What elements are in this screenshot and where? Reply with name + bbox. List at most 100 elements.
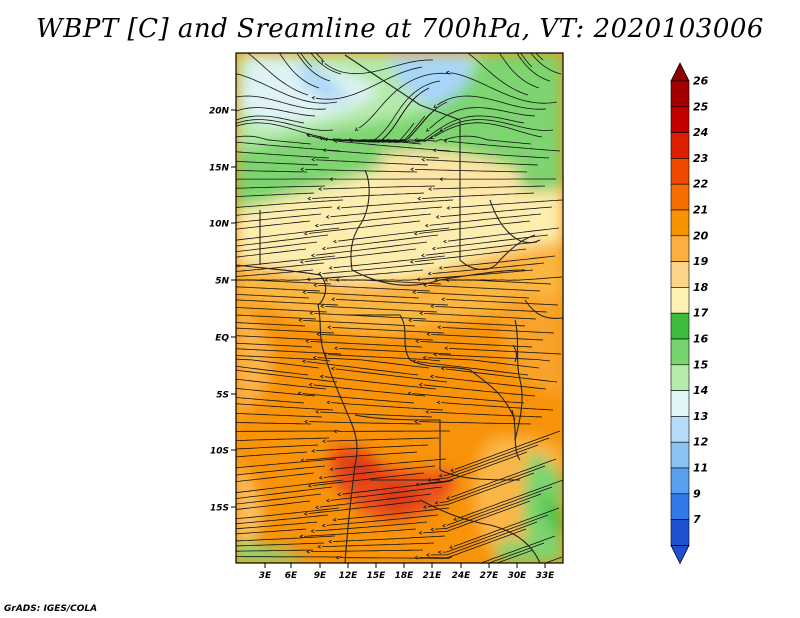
- streamline: [323, 465, 436, 478]
- streamline-arrow: [211, 136, 214, 139]
- streamline-arrow: [249, 9, 252, 12]
- streamline-arrow: [425, 553, 430, 557]
- streamline: [327, 150, 440, 159]
- streamline-arrow: [441, 523, 446, 528]
- streamline: [236, 472, 315, 483]
- streamline: [337, 227, 450, 242]
- streamline: [448, 141, 561, 152]
- streamline-arrow: [433, 352, 438, 357]
- streamline-arrow: [437, 325, 441, 330]
- streamline: [236, 160, 319, 166]
- streamline-arrow: [438, 266, 443, 270]
- streamline: [236, 528, 307, 535]
- streamline: [429, 107, 536, 129]
- streamline-arrow: [434, 500, 439, 505]
- streamline: [451, 199, 563, 209]
- colorbar-cell: [670, 80, 690, 108]
- streamline-arrow: [307, 196, 312, 201]
- streamline: [450, 458, 557, 498]
- streamline-arrow: [447, 10, 450, 13]
- streamline-arrow: [224, 240, 227, 243]
- streamline-arrow: [314, 505, 319, 510]
- streamline-arrow: [219, 16, 222, 19]
- streamline-arrow: [190, 535, 193, 538]
- streamline: [324, 376, 437, 390]
- streamline: [304, 528, 417, 537]
- streamline: [430, 521, 538, 556]
- streamline: [236, 170, 308, 173]
- streamline: [236, 115, 305, 124]
- streamline-arrow: [213, 149, 216, 152]
- streamline: [434, 122, 543, 138]
- colorbar-cell: [670, 364, 690, 391]
- streamline-arrow: [333, 139, 338, 144]
- colorbar-label: 23: [693, 152, 709, 165]
- streamline-arrow: [195, 232, 198, 235]
- streamline-arrow: [428, 187, 432, 191]
- streamline-arrow: [427, 271, 432, 276]
- streamline: [332, 327, 445, 334]
- streamline: [313, 384, 426, 397]
- streamline: [430, 411, 543, 418]
- colorbar-label: 24: [693, 126, 708, 139]
- colorbar-label: 14: [693, 384, 708, 397]
- streamline: [236, 122, 323, 138]
- streamline: [308, 421, 422, 425]
- streamline: [312, 472, 425, 486]
- streamline: [530, 53, 562, 75]
- streamline-arrow: [325, 215, 330, 219]
- streamline: [311, 549, 424, 552]
- streamline: [437, 95, 547, 110]
- streamline: [236, 199, 344, 208]
- streamline: [236, 479, 344, 494]
- streamline: [236, 348, 342, 355]
- streamline-arrow: [299, 534, 304, 539]
- lon-label: 21E: [423, 571, 443, 581]
- streamline-arrow: [311, 449, 316, 453]
- streamline-arrow: [197, 139, 200, 142]
- streamline-arrow: [408, 318, 412, 323]
- streamline-arrow: [197, 278, 200, 281]
- streamline: [303, 320, 416, 327]
- streamline-arrow: [329, 467, 334, 471]
- streamline-arrow: [429, 374, 434, 379]
- streamline-arrow: [200, 383, 203, 386]
- streamline: [236, 397, 305, 404]
- colorbar-cell: [670, 106, 690, 133]
- colorbar-label: 15: [693, 358, 709, 371]
- streamline: [326, 514, 439, 526]
- streamline: [236, 73, 338, 104]
- streamline: [418, 421, 532, 425]
- streamline: [236, 535, 336, 542]
- streamline-arrow: [189, 319, 192, 322]
- streamline-arrow: [310, 529, 315, 533]
- streamline: [422, 192, 535, 199]
- lon-label: 15E: [367, 571, 387, 581]
- streamline-arrow: [204, 284, 207, 287]
- streamline: [324, 59, 433, 75]
- colorbar-label: 17: [693, 307, 709, 320]
- colorbar-label: 26: [693, 75, 709, 88]
- streamline-arrow: [301, 359, 306, 364]
- streamline-arrow: [425, 128, 430, 132]
- colorbar-cell: [670, 416, 690, 443]
- streamline-arrow: [188, 392, 191, 395]
- streamline: [479, 535, 556, 563]
- streamline-arrow: [331, 297, 335, 302]
- map-title: WBPT [C] and Sreamline at 700hPa, VT: 20…: [36, 14, 764, 44]
- lat-label: 15N: [209, 164, 230, 174]
- streamline-arrow: [309, 311, 313, 316]
- streamline-arrow: [446, 496, 451, 500]
- streamline-arrow: [419, 311, 423, 316]
- streamline-arrow: [308, 382, 313, 387]
- streamline: [236, 135, 312, 145]
- streamline-arrow: [220, 129, 223, 132]
- streamline-arrow: [204, 356, 207, 359]
- streamline: [445, 368, 558, 383]
- streamline-arrow: [193, 360, 196, 363]
- streamline: [420, 451, 528, 485]
- colorbar-label: 25: [693, 100, 709, 113]
- streamline: [333, 535, 446, 542]
- lon-label: 3E: [259, 571, 272, 581]
- streamline-arrow: [328, 539, 332, 544]
